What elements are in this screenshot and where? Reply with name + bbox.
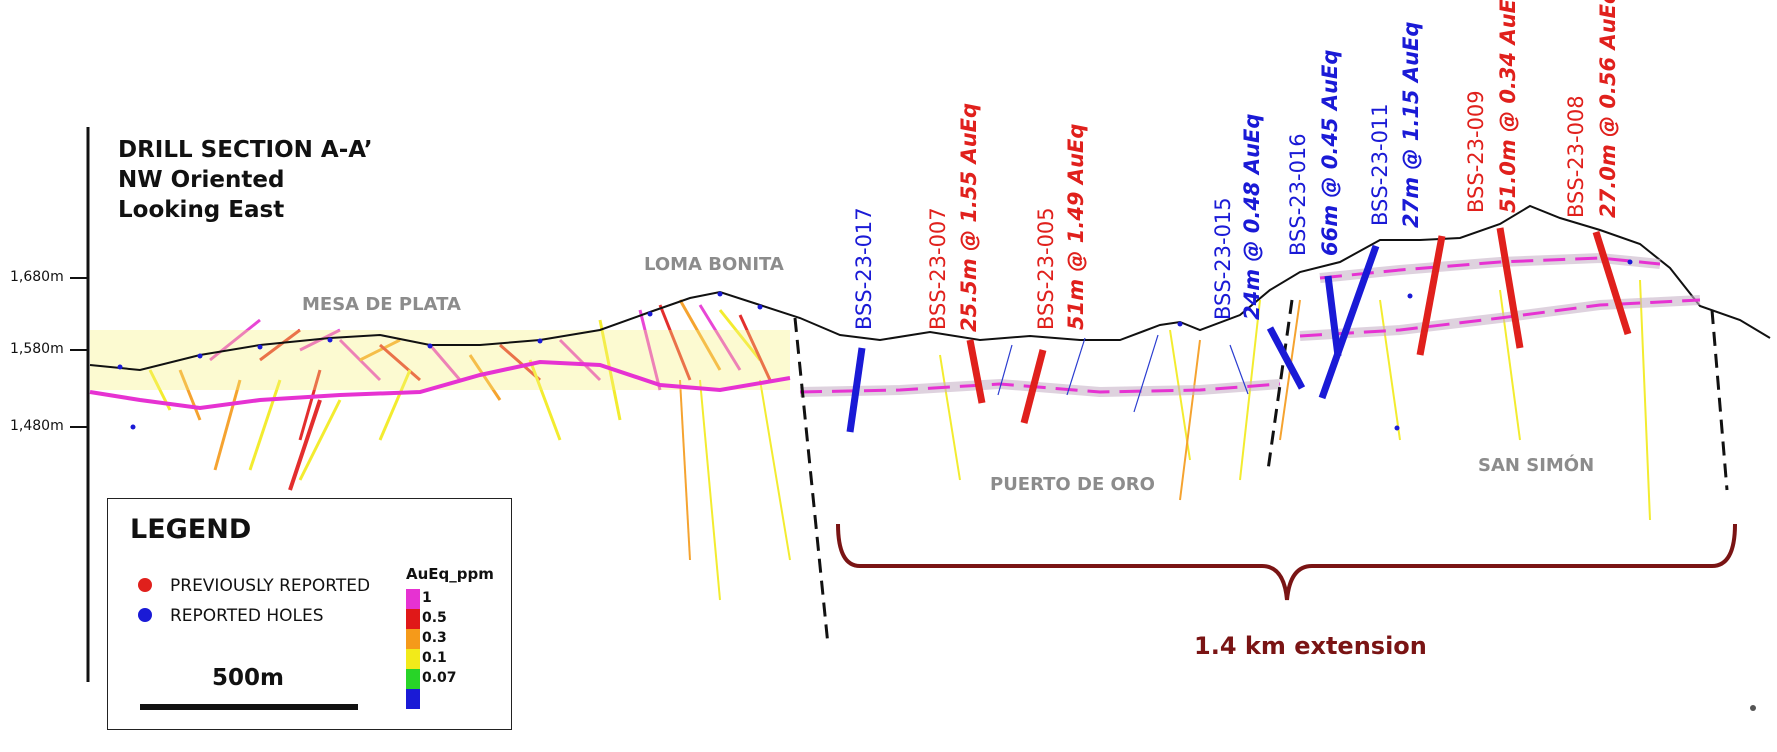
hole-trace-bss-23-016 <box>1324 275 1342 357</box>
reported-dot-icon <box>138 608 152 622</box>
highlighted-holes <box>846 227 1632 433</box>
zone-mesa-de-plata: MESA DE PLATA <box>302 294 461 315</box>
hole-label-bss-23-016: BSS-23-016 <box>1286 133 1310 256</box>
hole-label-bss-23-011: BSS-23-011 <box>1368 103 1392 226</box>
scale-bar <box>140 704 358 710</box>
hole-interval-bss-23-005: 51m @ 1.49 AuEq <box>1064 123 1088 330</box>
colorscale-swatch <box>406 629 420 649</box>
hole-interval-bss-23-015: 24m @ 0.48 AuEq <box>1240 113 1264 320</box>
hole-trace-bss-23-005 <box>1020 349 1047 424</box>
extension-brace <box>836 523 1737 601</box>
hole-interval-bss-23-007: 25.5m @ 1.55 AuEq <box>957 102 981 332</box>
ore-horizon-dashed-lower <box>799 382 1281 394</box>
legend-title: LEGEND <box>130 514 252 545</box>
hole-trace-bss-23-008b <box>1592 230 1632 336</box>
hole-trace-bss-23-009 <box>1416 235 1446 356</box>
elevation-label: 1,680m <box>10 269 64 285</box>
legend-reported-label: REPORTED HOLES <box>170 606 324 626</box>
colorscale-swatch <box>406 589 420 609</box>
fault-line <box>1266 299 1294 471</box>
hole-label-bss-23-017: BSS-23-017 <box>852 207 876 330</box>
hole-trace-bss-23-011 <box>1318 244 1380 400</box>
zone-loma-bonita: LOMA BONITA <box>644 254 784 275</box>
hole-trace-bss-23-008 <box>1496 227 1524 349</box>
colorscale-label: 0.1 <box>422 650 447 666</box>
mesa-de-plata-drill-field <box>90 330 790 390</box>
hole-label-bss-23-009: BSS-23-009 <box>1464 90 1488 213</box>
elevation-label: 1,580m <box>10 341 64 357</box>
hole-label-bss-23-015: BSS-23-015 <box>1211 197 1235 320</box>
zone-san-simon: SAN SIMÓN <box>1478 455 1595 476</box>
hole-label-bss-23-008: BSS-23-008 <box>1564 95 1588 218</box>
elevation-label: 1,480m <box>10 418 64 434</box>
fault-line <box>1710 309 1729 491</box>
hole-trace-bss-23-017 <box>846 347 866 433</box>
colorscale-label: 0.07 <box>422 670 457 686</box>
hole-interval-bss-23-016: 66m @ 0.45 AuEq <box>1318 49 1342 256</box>
section-title: DRILL SECTION A-A’ <box>118 137 373 163</box>
historic-drill-traces <box>148 279 1651 601</box>
hole-interval-bss-23-008: 27.0m @ 0.56 AuEq <box>1596 0 1620 218</box>
hole-interval-bss-23-011: 27m @ 1.15 AuEq <box>1399 21 1423 228</box>
hole-label-bss-23-005: BSS-23-005 <box>1034 207 1058 330</box>
thin-reported-traces <box>997 334 1249 413</box>
colorscale-label: 1 <box>422 590 432 606</box>
section-orientation: NW Oriented <box>118 167 285 193</box>
fault-line <box>793 317 830 646</box>
colorscale-title: AuEq_ppm <box>406 565 494 583</box>
colorscale-swatch <box>406 669 420 689</box>
logo-mark <box>1750 705 1756 711</box>
colorscale-swatch <box>406 609 420 629</box>
hole-interval-bss-23-009: 51.0m @ 0.34 AuEq <box>1496 0 1520 213</box>
extension-label: 1.4 km extension <box>1194 632 1427 660</box>
hole-trace-bss-23-007 <box>966 339 986 404</box>
colorscale-swatch <box>406 649 420 669</box>
section-view: Looking East <box>118 197 285 223</box>
ore-horizon-dashed-upper <box>1319 256 1661 280</box>
scale-label: 500m <box>212 665 284 691</box>
colorscale-label: 0.3 <box>422 630 447 646</box>
ore-horizon-west <box>89 359 791 411</box>
previous-dot-icon <box>138 578 152 592</box>
hole-trace-bss-23-015 <box>1266 326 1306 390</box>
collar-dots <box>117 259 1633 431</box>
zone-puerto-de-oro: PUERTO DE ORO <box>990 474 1155 495</box>
legend: LEGEND PREVIOUSLY REPORTED REPORTED HOLE… <box>107 498 512 730</box>
topography-line <box>89 204 1771 372</box>
ore-horizon-dashed-mid <box>1299 298 1701 338</box>
hole-label-bss-23-007: BSS-23-007 <box>926 207 950 330</box>
colorscale-swatch <box>406 689 420 709</box>
colorscale-label: 0.5 <box>422 610 447 626</box>
legend-previous-label: PREVIOUSLY REPORTED <box>170 576 371 596</box>
